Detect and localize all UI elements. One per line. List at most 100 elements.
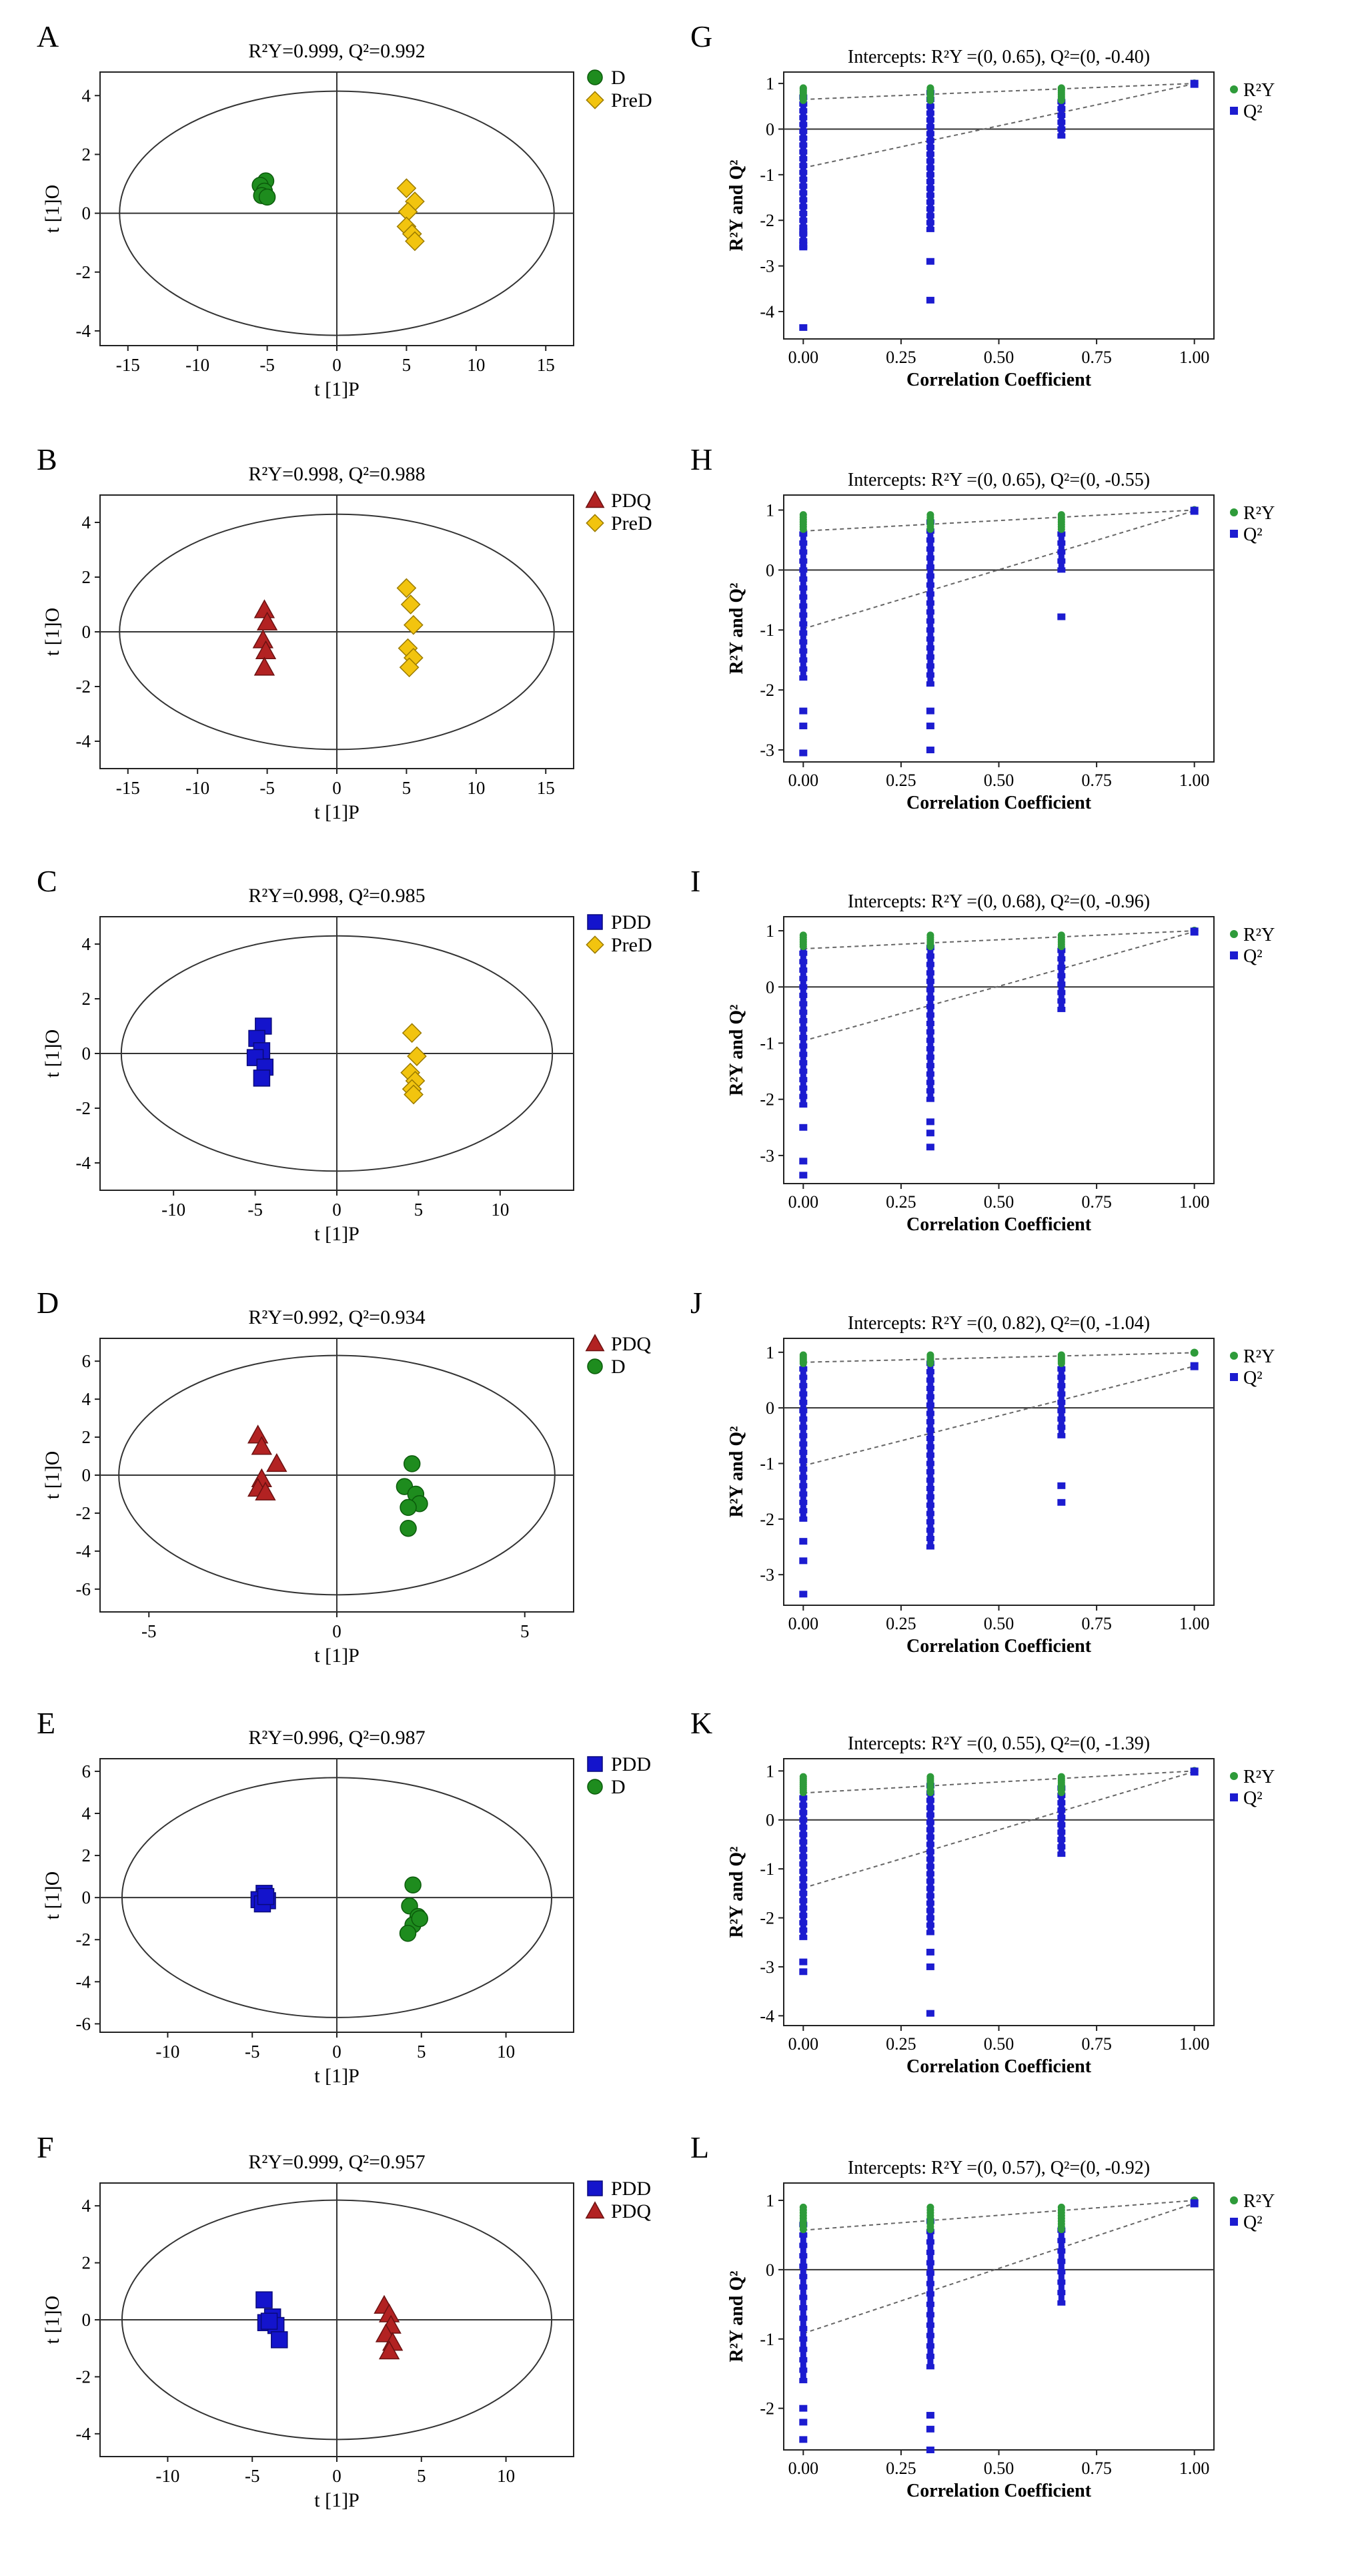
q2-point [926, 117, 934, 123]
q2-point [926, 110, 934, 116]
y-tick-label: -2 [76, 1929, 91, 1950]
x-tick-label: -5 [259, 355, 275, 375]
q2-point [926, 2312, 934, 2318]
q2-point [799, 2284, 808, 2290]
permutation-plot-K: K Intercepts: R²Y =(0, 0.55), Q²=(0, -1.3… [690, 1706, 1275, 2077]
q2-point [926, 627, 934, 633]
q2-point [926, 1063, 934, 1069]
q2-point [1057, 1432, 1066, 1438]
q2-regression-line [803, 510, 1195, 630]
plot-frame [783, 1758, 1215, 2026]
q2-point [926, 961, 934, 967]
x-tick-label: 15 [537, 355, 555, 375]
q2-point [926, 2353, 934, 2359]
q2-outlier-point [926, 2447, 934, 2453]
legend-label-q2: Q² [1243, 1788, 1263, 1809]
q2-point [799, 108, 808, 114]
q2-point [799, 657, 808, 663]
data-point-PDD [257, 1887, 275, 1905]
q2-point [926, 220, 934, 226]
q2-regression-line [803, 931, 1195, 1042]
q2-point [799, 1474, 808, 1480]
x-axis-label: t [1]P [314, 378, 360, 400]
q2-point [1057, 981, 1066, 987]
legend-marker-q2 [1230, 107, 1238, 115]
q2-point [926, 1071, 934, 1077]
y-tick-label: 0 [82, 203, 91, 224]
q2-point [926, 1841, 934, 1847]
r2y-point [1057, 96, 1065, 104]
q2-point [799, 155, 808, 161]
y-tick-label: 4 [82, 1389, 91, 1409]
q2-original-point [1190, 2199, 1199, 2208]
permutation-plot-G: G Intercepts: R²Y =(0, 0.65), Q²=(0, -0.4… [690, 19, 1275, 390]
x-tick-label: 0 [332, 2042, 342, 2062]
q2-point [926, 1436, 934, 1441]
q2-point [799, 183, 808, 189]
q2-point [926, 1863, 934, 1869]
panel-letter: L [690, 2130, 709, 2164]
q2-point [799, 1466, 808, 1472]
y-tick-label: 2 [82, 567, 91, 587]
y-tick-label: -1 [760, 2330, 774, 2349]
plot-title: R²Y=0.999, Q²=0.957 [248, 2151, 425, 2173]
q2-point [799, 648, 808, 654]
q2-point [1057, 549, 1066, 555]
q2-point [799, 1391, 808, 1397]
hotelling-ellipse [119, 513, 555, 751]
legend-label-D: D [611, 1356, 626, 1378]
q2-point [1057, 2258, 1066, 2264]
q2-point [926, 131, 934, 137]
y-tick-label: 2 [82, 989, 91, 1009]
data-point-PDD [255, 2291, 273, 2308]
x-tick-label: 1.00 [1179, 1192, 1210, 1212]
y-tick-label: -2 [760, 681, 774, 700]
r2y-regression-line [803, 930, 1195, 949]
x-tick-label: 10 [467, 778, 485, 798]
y-tick-label: -4 [76, 2424, 91, 2444]
x-tick-label: 10 [497, 2466, 515, 2486]
y-tick-label: 1 [766, 2191, 774, 2210]
q2-point [926, 672, 934, 678]
q2-point [926, 609, 934, 615]
q2-outlier-point [1057, 1498, 1066, 1506]
q2-regression-line [803, 83, 1195, 169]
q2-point [926, 1369, 934, 1374]
q2-point [926, 1536, 934, 1541]
q2-point [926, 199, 934, 205]
q2-point [926, 2270, 934, 2276]
y-tick-label: 2 [82, 2253, 91, 2273]
panel-letter: D [37, 1286, 59, 1320]
y-tick-label: 1 [766, 921, 774, 941]
y-tick-label: 2 [82, 1427, 91, 1447]
legend-marker-r2y [1230, 2196, 1238, 2204]
q2-point [799, 1809, 808, 1815]
data-point-PreD [403, 614, 424, 635]
q2-outlier-point [799, 1591, 808, 1598]
y-axis-label: t [1]O [41, 2296, 63, 2344]
y-tick-label: -2 [76, 1503, 91, 1523]
q2-point [799, 1059, 808, 1065]
q2-point [926, 171, 934, 177]
q2-point [799, 1868, 808, 1874]
q2-point [799, 1839, 808, 1845]
q2-point [1057, 2238, 1066, 2244]
y-tick-label: -4 [76, 1153, 91, 1173]
x-axis-label: t [1]P [314, 2065, 360, 2087]
q2-point [926, 2322, 934, 2328]
y-axis-label: t [1]O [41, 1451, 63, 1499]
q2-point [926, 1080, 934, 1086]
x-tick-label: 0.75 [1081, 348, 1112, 367]
q2-point [799, 1919, 808, 1925]
data-point-PreD [402, 1023, 422, 1043]
y-tick-label: 0 [766, 2260, 774, 2280]
q2-point [799, 967, 808, 973]
q2-point [1057, 1006, 1066, 1012]
q2-point [1057, 2279, 1066, 2285]
legend-marker-PDD [587, 914, 603, 930]
q2-original-point [1190, 1767, 1199, 1776]
plot-frame [783, 2182, 1215, 2451]
y-tick-label: 4 [82, 1803, 91, 1823]
q2-point [799, 950, 808, 956]
panel-letter: J [690, 1286, 702, 1320]
